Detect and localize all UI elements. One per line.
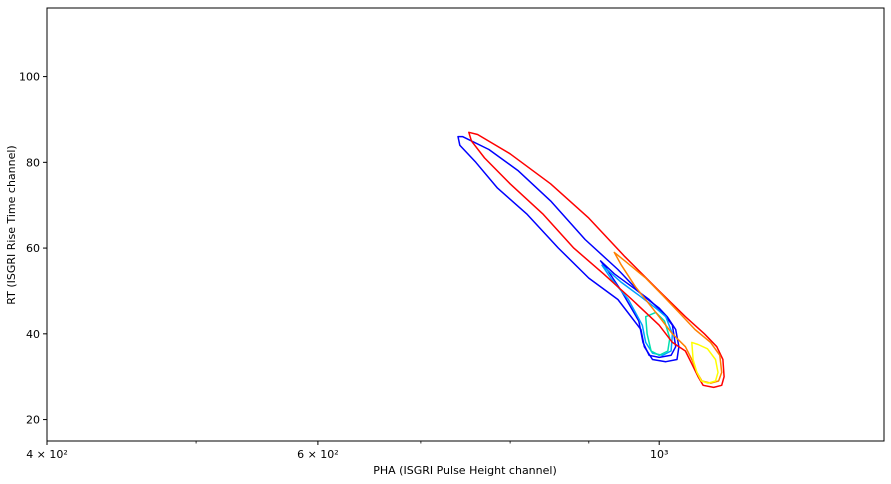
y-axis-ticks: 20 40 60 80 100 [19, 71, 47, 427]
x-axis-label: PHA (ISGRI Pulse Height channel) [373, 464, 557, 477]
contour-line-2 [599, 260, 677, 359]
plot-area [46, 7, 885, 442]
y-tick-label: 40 [26, 328, 40, 341]
x-tick-label: 4 × 10² [26, 448, 68, 461]
y-axis-label: RT (ISGRI Rise Time channel) [5, 145, 18, 304]
x-tick-label: 10³ [650, 448, 668, 461]
contour-line-3 [601, 264, 674, 357]
y-tick-label: 60 [26, 242, 40, 255]
y-tick-label: 100 [19, 71, 40, 84]
x-tick-label: 6 × 10² [297, 448, 339, 461]
y-tick-label: 80 [26, 156, 40, 169]
contour-line-5 [468, 131, 725, 389]
contour-line-7 [691, 341, 719, 384]
y-tick-label: 20 [26, 414, 40, 427]
contour-line-6 [613, 251, 723, 384]
contour-line-1 [457, 135, 680, 363]
contour-lines [457, 131, 725, 389]
x-axis-ticks: 4 × 10² 6 × 10² 10³ [26, 441, 668, 461]
